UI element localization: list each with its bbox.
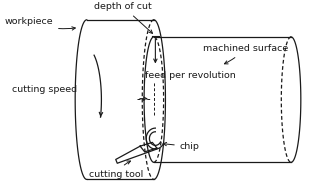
Text: cutting tool: cutting tool	[89, 161, 143, 179]
Text: cutting speed: cutting speed	[12, 85, 77, 94]
Text: depth of cut: depth of cut	[95, 2, 152, 33]
Text: feed per revolution: feed per revolution	[145, 71, 235, 80]
Text: machined surface: machined surface	[203, 44, 288, 64]
Text: workpiece: workpiece	[4, 17, 75, 30]
Text: chip: chip	[163, 142, 200, 151]
